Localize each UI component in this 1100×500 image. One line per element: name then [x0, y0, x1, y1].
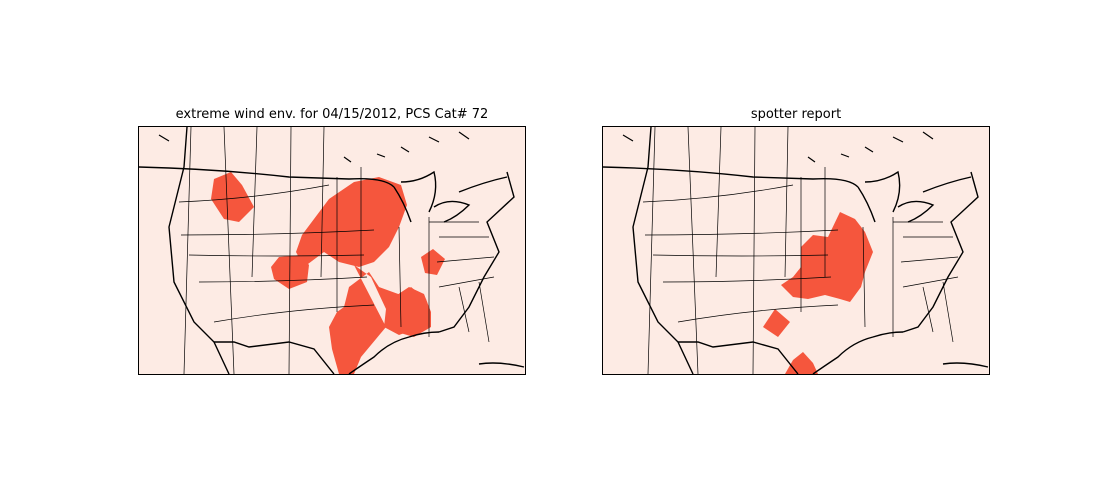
region-ohio-valley: [421, 249, 445, 275]
spotter-regions: [763, 212, 873, 374]
lake-shapes: [158, 131, 470, 163]
map-panel-spotter-report: [602, 126, 990, 375]
mexico-border: [214, 341, 335, 374]
panel-title-spotter-report: spotter report: [750, 107, 842, 122]
region-louisiana: [389, 287, 431, 337]
state-borders: [642, 127, 959, 374]
florida-keys: [478, 362, 525, 368]
map-panel-extreme-wind: [138, 126, 526, 375]
region-upper-midwest: [296, 177, 407, 267]
pacific-coast: [632, 127, 694, 374]
mexico-border: [678, 341, 799, 374]
gulf-coast: [812, 331, 904, 374]
canada-border: [139, 166, 395, 188]
coastlines-borders: [603, 127, 989, 374]
pacific-coast: [168, 127, 230, 374]
coastlines-borders: [139, 127, 525, 374]
canada-border: [603, 166, 859, 188]
region-northern-rockies: [211, 172, 254, 222]
gulf-coast: [348, 331, 440, 374]
panel-title-extreme-wind: extreme wind env. for 04/15/2012, PCS Ca…: [175, 107, 489, 122]
florida-keys: [942, 362, 989, 368]
region-mid-mississippi: [781, 212, 873, 302]
lake-shapes: [622, 131, 934, 163]
region-northeast-texas: [763, 309, 790, 337]
atlantic-coast: [902, 171, 979, 333]
atlantic-coast: [438, 171, 515, 333]
great-lakes: [857, 170, 972, 223]
wind-regions: [211, 172, 445, 374]
great-lakes: [393, 170, 508, 223]
state-borders: [178, 127, 495, 374]
